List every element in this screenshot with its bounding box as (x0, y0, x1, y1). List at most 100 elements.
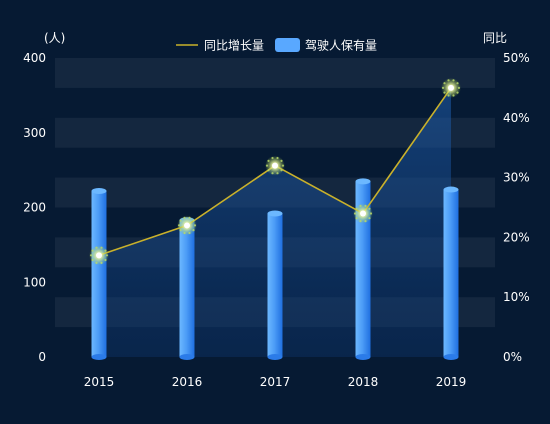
left-axis-label: (人) (44, 31, 65, 45)
point-sparkle (104, 258, 107, 262)
point-sparkle (280, 169, 283, 172)
right-tick-label: 10% (503, 290, 530, 304)
point-sparkle (441, 86, 445, 89)
right-tick-label: 30% (503, 171, 530, 185)
grid-band (55, 58, 495, 88)
point-sparkle (179, 219, 182, 222)
point-sparkle (105, 254, 109, 257)
point-sparkle (368, 207, 371, 210)
bar-body (91, 191, 107, 357)
point-sparkle (271, 156, 274, 160)
legend-bar-label: 驾驶人保有量 (305, 38, 377, 53)
point-sparkle (192, 219, 195, 222)
right-tick-label: 50% (503, 51, 530, 65)
point-core (272, 162, 278, 169)
point-sparkle (353, 212, 357, 215)
point-sparkle (456, 91, 459, 94)
x-tick-label: 2019 (436, 375, 467, 389)
left-axis-ticks: 0 100 200 300 400 (23, 51, 46, 364)
point-sparkle (104, 249, 107, 252)
bar-top (443, 186, 459, 193)
bar-top (91, 188, 107, 195)
point-sparkle (443, 82, 446, 85)
bar (355, 178, 371, 360)
bar-base (267, 354, 283, 360)
left-tick-label: 100 (23, 275, 46, 289)
point-sparkle (364, 220, 367, 223)
bar-base (179, 354, 195, 360)
point-sparkle (267, 159, 270, 162)
bar-body (443, 189, 459, 357)
point-sparkle (355, 207, 358, 210)
point-sparkle (364, 204, 367, 207)
point-sparkle (359, 220, 362, 223)
legend-line-label: 同比增长量 (204, 39, 264, 53)
bar-base (443, 354, 459, 360)
line-point (441, 77, 461, 98)
left-tick-label: 300 (23, 126, 46, 140)
x-tick-label: 2015 (84, 375, 115, 389)
left-tick-label: 200 (23, 201, 46, 215)
point-sparkle (280, 159, 283, 162)
point-sparkle (276, 156, 279, 160)
point-sparkle (271, 172, 274, 175)
bar (91, 188, 107, 360)
point-sparkle (267, 169, 270, 172)
bar-top (355, 178, 371, 185)
line-point (89, 245, 109, 266)
bar (267, 210, 283, 360)
line-markers (89, 77, 461, 266)
point-sparkle (281, 164, 285, 167)
point-core (448, 84, 454, 91)
point-sparkle (177, 224, 181, 227)
x-axis-ticks: 2015 2016 2017 2018 2019 (84, 375, 467, 389)
point-sparkle (193, 224, 197, 227)
point-sparkle (183, 231, 186, 235)
point-sparkle (89, 254, 93, 257)
point-core (96, 252, 102, 259)
point-sparkle (456, 82, 459, 85)
bar (443, 186, 459, 360)
right-tick-label: 20% (503, 230, 530, 244)
legend-bar-icon (275, 38, 300, 52)
bar-base (91, 354, 107, 360)
bar-top (267, 210, 283, 217)
point-sparkle (447, 94, 450, 97)
bar-base (355, 354, 371, 360)
x-tick-label: 2017 (260, 375, 291, 389)
point-sparkle (91, 258, 94, 262)
point-sparkle (100, 261, 103, 264)
bar-body (267, 213, 283, 357)
right-tick-label: 40% (503, 111, 530, 125)
point-sparkle (265, 164, 269, 167)
left-tick-label: 0 (38, 350, 46, 364)
point-sparkle (443, 91, 446, 94)
x-tick-label: 2018 (348, 375, 379, 389)
point-sparkle (188, 216, 191, 219)
bar-body (355, 181, 371, 357)
point-sparkle (91, 249, 94, 252)
x-tick-label: 2016 (172, 375, 203, 389)
point-sparkle (355, 217, 358, 220)
point-sparkle (452, 94, 455, 97)
right-axis-label: 同比 (483, 31, 507, 45)
point-sparkle (452, 79, 455, 82)
point-sparkle (95, 246, 98, 249)
point-sparkle (183, 216, 186, 219)
point-sparkle (359, 204, 362, 207)
point-sparkle (100, 246, 103, 249)
point-sparkle (447, 79, 450, 82)
line-point (265, 155, 285, 176)
point-core (360, 210, 366, 217)
point-sparkle (179, 229, 182, 232)
point-sparkle (95, 261, 98, 264)
bar (179, 217, 195, 360)
bar-body (179, 220, 195, 357)
point-sparkle (369, 212, 373, 215)
right-axis-ticks: 0% 10% 20% 30% 40% 50% (503, 51, 530, 364)
point-sparkle (276, 172, 279, 175)
point-sparkle (457, 86, 461, 89)
right-tick-label: 0% (503, 350, 522, 364)
line-point (353, 203, 373, 224)
